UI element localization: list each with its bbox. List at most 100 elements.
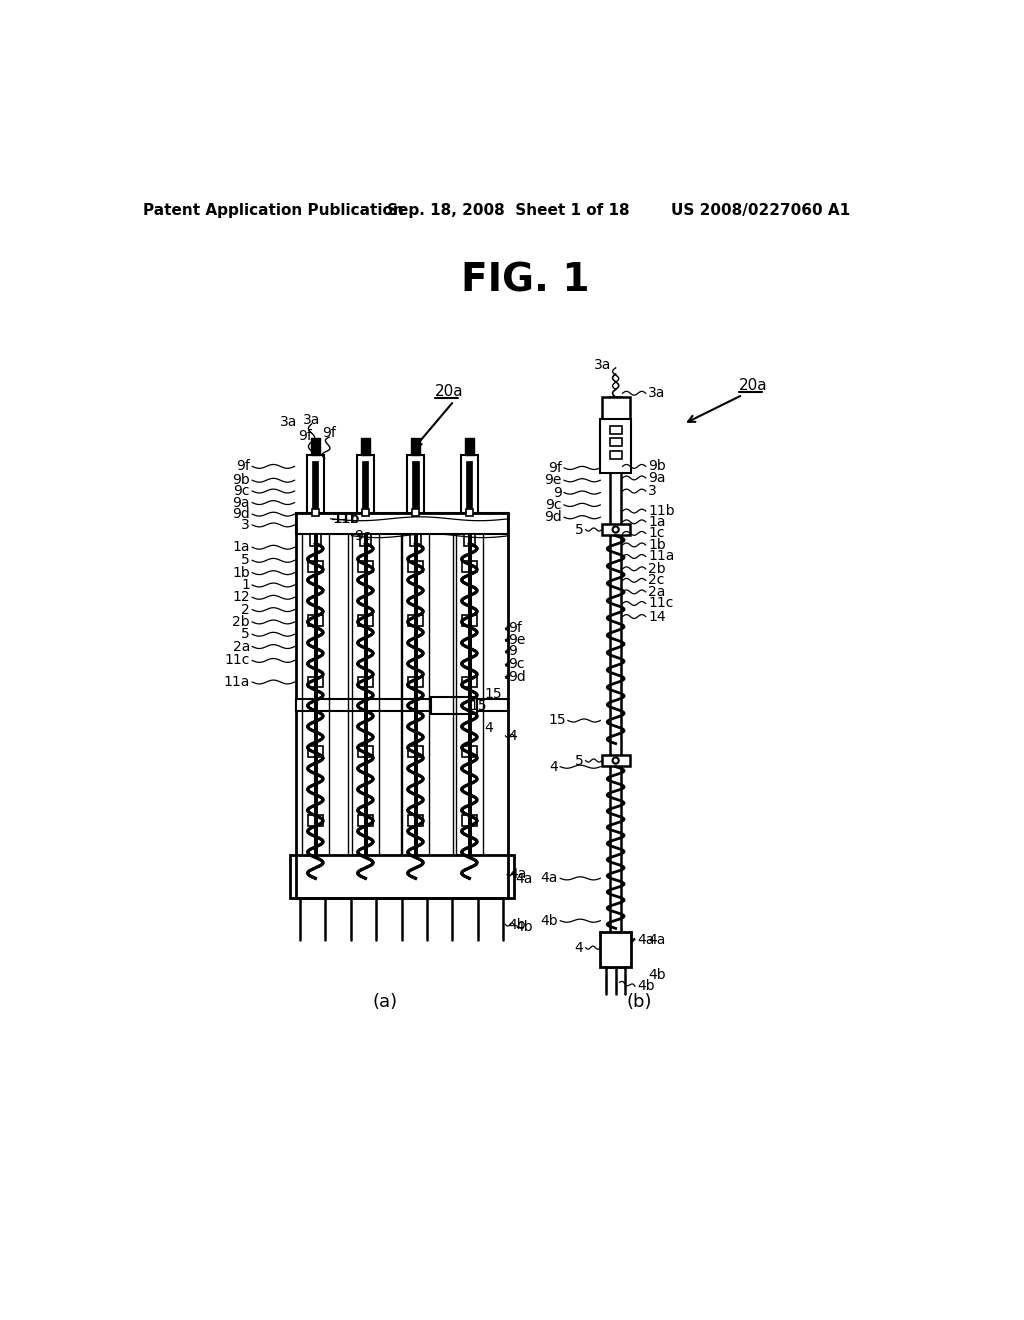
Text: 5: 5	[574, 523, 584, 536]
Text: 1b: 1b	[648, 539, 666, 552]
Bar	[357, 816, 373, 826]
Bar	[357, 746, 373, 756]
Bar	[357, 455, 374, 512]
Bar	[361, 508, 370, 516]
Text: FIG. 1: FIG. 1	[461, 261, 589, 300]
Text: 4: 4	[574, 941, 584, 954]
Text: 9f: 9f	[298, 429, 311, 442]
Bar	[609, 451, 622, 459]
Bar	[610, 397, 621, 966]
Bar	[313, 535, 317, 855]
Text: 9b: 9b	[232, 474, 250, 487]
Text: 2: 2	[242, 603, 250, 616]
Bar	[466, 461, 472, 508]
Text: 3: 3	[648, 484, 656, 498]
Text: 11a: 11a	[648, 549, 675, 564]
Bar	[312, 461, 318, 508]
Text: 4b: 4b	[515, 920, 534, 933]
Bar	[602, 755, 630, 766]
Bar	[296, 512, 508, 898]
Text: 4a: 4a	[637, 933, 654, 946]
Bar	[408, 561, 423, 572]
Text: US 2008/0227060 A1: US 2008/0227060 A1	[671, 203, 850, 218]
Bar	[461, 455, 478, 512]
Text: Sep. 18, 2008  Sheet 1 of 18: Sep. 18, 2008 Sheet 1 of 18	[386, 203, 629, 218]
Bar	[290, 855, 514, 898]
Bar	[357, 615, 373, 626]
Bar	[462, 746, 477, 756]
Bar	[407, 455, 424, 512]
Bar	[307, 455, 324, 512]
Text: 1a: 1a	[648, 515, 666, 529]
Text: 15: 15	[469, 698, 487, 713]
Text: 9e: 9e	[545, 474, 562, 487]
Text: 9c: 9c	[354, 529, 371, 543]
Text: 4b: 4b	[637, 979, 654, 993]
Text: 1a: 1a	[232, 540, 250, 554]
Bar	[468, 535, 472, 855]
Bar	[411, 438, 420, 455]
Bar	[462, 677, 477, 688]
Text: (b): (b)	[626, 993, 651, 1011]
Text: 4a: 4a	[515, 873, 532, 886]
Text: 9d: 9d	[232, 507, 250, 521]
Text: 11b: 11b	[333, 512, 359, 525]
Text: 9e: 9e	[508, 632, 525, 647]
Text: 9f: 9f	[323, 426, 336, 441]
Text: 9a: 9a	[232, 495, 250, 510]
Text: 9f: 9f	[548, 461, 562, 475]
Text: 9c: 9c	[508, 657, 524, 672]
Text: 9c: 9c	[233, 484, 250, 498]
Text: 4b: 4b	[508, 917, 525, 932]
Text: 1: 1	[241, 578, 250, 591]
Text: 5: 5	[242, 627, 250, 642]
Bar	[600, 418, 631, 473]
Bar	[602, 397, 630, 418]
Bar	[307, 677, 323, 688]
Bar	[310, 535, 321, 546]
Text: 11c: 11c	[224, 653, 250, 668]
Text: 3a: 3a	[280, 414, 297, 429]
Bar	[296, 512, 508, 535]
Bar	[307, 816, 323, 826]
Text: 11c: 11c	[648, 597, 674, 610]
Bar	[609, 426, 622, 434]
Text: 4b: 4b	[541, 913, 558, 928]
Text: 3a: 3a	[595, 358, 611, 372]
Text: 11b: 11b	[648, 504, 675, 517]
Bar	[462, 615, 477, 626]
Text: 5: 5	[242, 553, 250, 568]
Bar	[408, 746, 423, 756]
Bar	[408, 615, 423, 626]
Text: 9a: 9a	[648, 471, 666, 484]
Text: 3a: 3a	[648, 387, 666, 400]
Text: 2a: 2a	[648, 585, 666, 599]
Text: 9f: 9f	[508, 622, 522, 635]
Text: 9: 9	[508, 644, 517, 659]
Bar	[364, 535, 368, 855]
Bar	[357, 561, 373, 572]
Bar	[466, 508, 473, 516]
Bar	[609, 438, 622, 446]
Bar	[464, 535, 475, 546]
Text: 9: 9	[553, 486, 562, 499]
Bar	[360, 535, 371, 546]
Text: 11a: 11a	[223, 675, 250, 689]
Text: 9d: 9d	[508, 669, 525, 684]
Text: 14: 14	[648, 610, 666, 623]
Text: 2c: 2c	[648, 573, 665, 587]
Bar	[296, 700, 508, 711]
Text: 9f: 9f	[237, 459, 250, 474]
Bar	[462, 561, 477, 572]
Text: 20a: 20a	[739, 378, 767, 393]
Bar	[412, 508, 419, 516]
Bar	[307, 746, 323, 756]
Text: 4b: 4b	[648, 968, 666, 982]
Bar	[431, 697, 477, 714]
Bar	[414, 535, 418, 855]
Text: 12: 12	[232, 590, 250, 605]
Text: 4a: 4a	[509, 867, 526, 882]
Text: 1b: 1b	[232, 566, 250, 579]
Bar	[357, 677, 373, 688]
Bar	[307, 561, 323, 572]
